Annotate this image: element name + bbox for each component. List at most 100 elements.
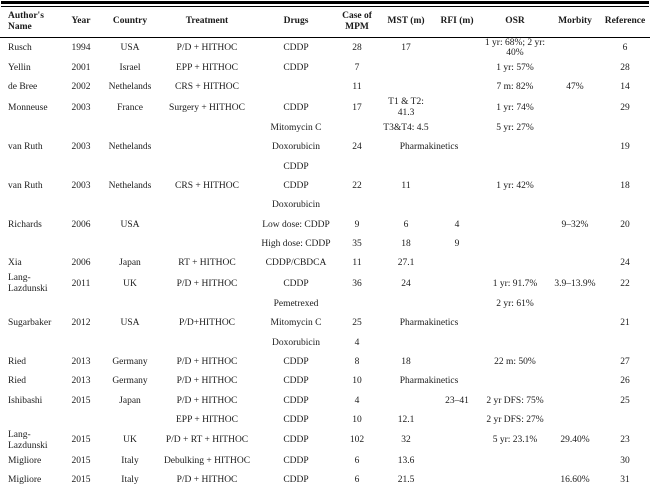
cell-mst: Pharmakinetics: [399, 376, 459, 387]
cell-morbity: [550, 97, 600, 118]
table-row: Sugarbaker 2012 USA P/D+HITHOC Mitomycin C 25…: [0, 314, 650, 333]
cell-country: [102, 411, 158, 430]
cell-reference: [600, 196, 650, 215]
cell-morbity: [550, 451, 600, 470]
cell-treatment: [158, 138, 256, 157]
cell-reference: 21: [620, 318, 630, 329]
table-row: van Ruth 2003 Nethelands Doxorubicin 24 Pharm…: [0, 138, 650, 157]
cell-rfi: [434, 411, 480, 430]
cell-morbity: [550, 353, 600, 372]
cell-drugs: CDDP: [283, 395, 309, 406]
cell-case: 35: [352, 239, 362, 250]
cell-mst: [378, 196, 434, 215]
cell-author: [0, 235, 60, 254]
cell-treatment: P/D + HITHOC: [176, 395, 238, 406]
cell-case: 11: [352, 82, 362, 93]
cell-author: [0, 157, 60, 176]
table-top-rule-thick: [1, 1, 649, 4]
cell-treatment: P/D + RT + HITHOC: [165, 435, 249, 446]
cell-rfi: [434, 78, 480, 97]
table-row: High dose: CDDP 35 18 9: [0, 235, 650, 254]
cell-treatment: Surgery + HITHOC: [169, 102, 245, 113]
cell-mst: [378, 333, 434, 352]
cell-year: 2002: [71, 82, 91, 93]
cell-year: [60, 118, 102, 137]
cell-mst: 17: [401, 42, 411, 53]
header-cell-treatment: Treatment: [158, 6, 256, 38]
cell-mst: Pharmakinetics: [399, 318, 459, 329]
cell-author: van Ruth: [8, 180, 43, 191]
cell-morbity: [550, 333, 600, 352]
cell-mst: [378, 78, 434, 97]
cell-drugs: CDDP: [283, 278, 309, 289]
cell-drugs: CDDP: [283, 62, 309, 73]
cell-year: 2015: [71, 435, 91, 446]
cell-case: 10: [352, 415, 362, 426]
cell-country: Japan: [119, 258, 141, 269]
header-cell-osr: OSR: [480, 6, 550, 38]
cell-reference: 28: [620, 62, 630, 73]
cell-rfi: [434, 430, 480, 451]
cell-case: 25: [352, 318, 362, 329]
cell-case: 9: [354, 219, 360, 230]
cell-country: Israel: [119, 62, 141, 73]
cell-year: 2001: [71, 62, 91, 73]
cell-treatment: [158, 333, 256, 352]
header-cell-rfi: RFI (m): [434, 6, 480, 38]
table-row: van Ruth 2003 Nethelands CRS + HITHOC CDDP 22…: [0, 176, 650, 195]
cell-mst: 6: [403, 219, 409, 230]
cell-drugs: CDDP/CBDCA: [265, 258, 327, 269]
cell-country: USA: [120, 318, 140, 329]
cell-treatment: [158, 215, 256, 234]
cell-treatment: P/D + HITHOC: [176, 376, 238, 387]
cell-mst: [378, 59, 434, 78]
cell-drugs: Low dose: CDDP: [262, 219, 330, 230]
cell-year: 2006: [71, 258, 91, 269]
cell-morbity: [550, 176, 600, 195]
cell-osr: 2 yr DFS: 27%: [486, 415, 544, 426]
cell-author: Lang-Lazdunski: [8, 430, 48, 451]
cell-case: 8: [354, 357, 360, 368]
cell-case: 24: [352, 142, 362, 153]
cell-country: Nethelands: [108, 180, 152, 191]
cell-author: Richards: [8, 219, 42, 230]
cell-drugs: CDDP: [283, 357, 309, 368]
cell-country: UK: [123, 278, 137, 289]
cell-rfi: 4: [454, 219, 460, 230]
cell-author: Lang-Lazdunski: [8, 273, 48, 294]
cell-case: 6: [354, 455, 360, 466]
cell-morbity: [550, 372, 600, 391]
cell-mst: 27.1: [397, 258, 415, 269]
cell-drugs: CDDP: [283, 180, 309, 191]
cell-mst: 13.6: [397, 455, 415, 466]
cell-country: Germany: [112, 357, 148, 368]
cell-reference: [600, 235, 650, 254]
cell-drugs: CDDP: [283, 161, 309, 172]
cell-year: 2011: [71, 278, 91, 289]
cell-treatment: [158, 235, 256, 254]
header-cell-morbity: Morbity: [550, 6, 600, 38]
cell-author: [0, 411, 60, 430]
header-cell-reference: Reference: [600, 6, 650, 38]
cell-reference: 19: [620, 142, 630, 153]
cell-rfi: [434, 59, 480, 78]
cell-drugs: [256, 78, 336, 97]
cell-year: [60, 411, 102, 430]
table-body: Rusch 1994 USA P/D + HITHOC CDDP 28 17 1 yr: 68…: [0, 37, 650, 490]
cell-country: Nethelands: [108, 142, 152, 153]
cell-treatment: P/D + HITHOC: [176, 278, 238, 289]
cell-drugs: CDDP: [283, 435, 309, 446]
cell-reference: 23: [620, 435, 630, 446]
cell-treatment: CRS + HITHOC: [175, 180, 239, 191]
cell-rfi: [434, 37, 480, 59]
cell-treatment: Debulking + HITHOC: [163, 455, 251, 466]
cell-year: 2015: [71, 455, 91, 466]
cell-author: van Ruth: [8, 142, 43, 153]
header-cell-case: Case of MPM: [336, 6, 378, 38]
cell-osr: [480, 215, 550, 234]
cell-case: 17: [352, 102, 362, 113]
cell-case: 4: [354, 395, 360, 406]
cell-year: 1994: [71, 42, 91, 53]
table-row: Lang-Lazdunski 2015 UK P/D + RT + HITHOC CDD…: [0, 430, 650, 451]
cell-rfi: [434, 118, 480, 137]
